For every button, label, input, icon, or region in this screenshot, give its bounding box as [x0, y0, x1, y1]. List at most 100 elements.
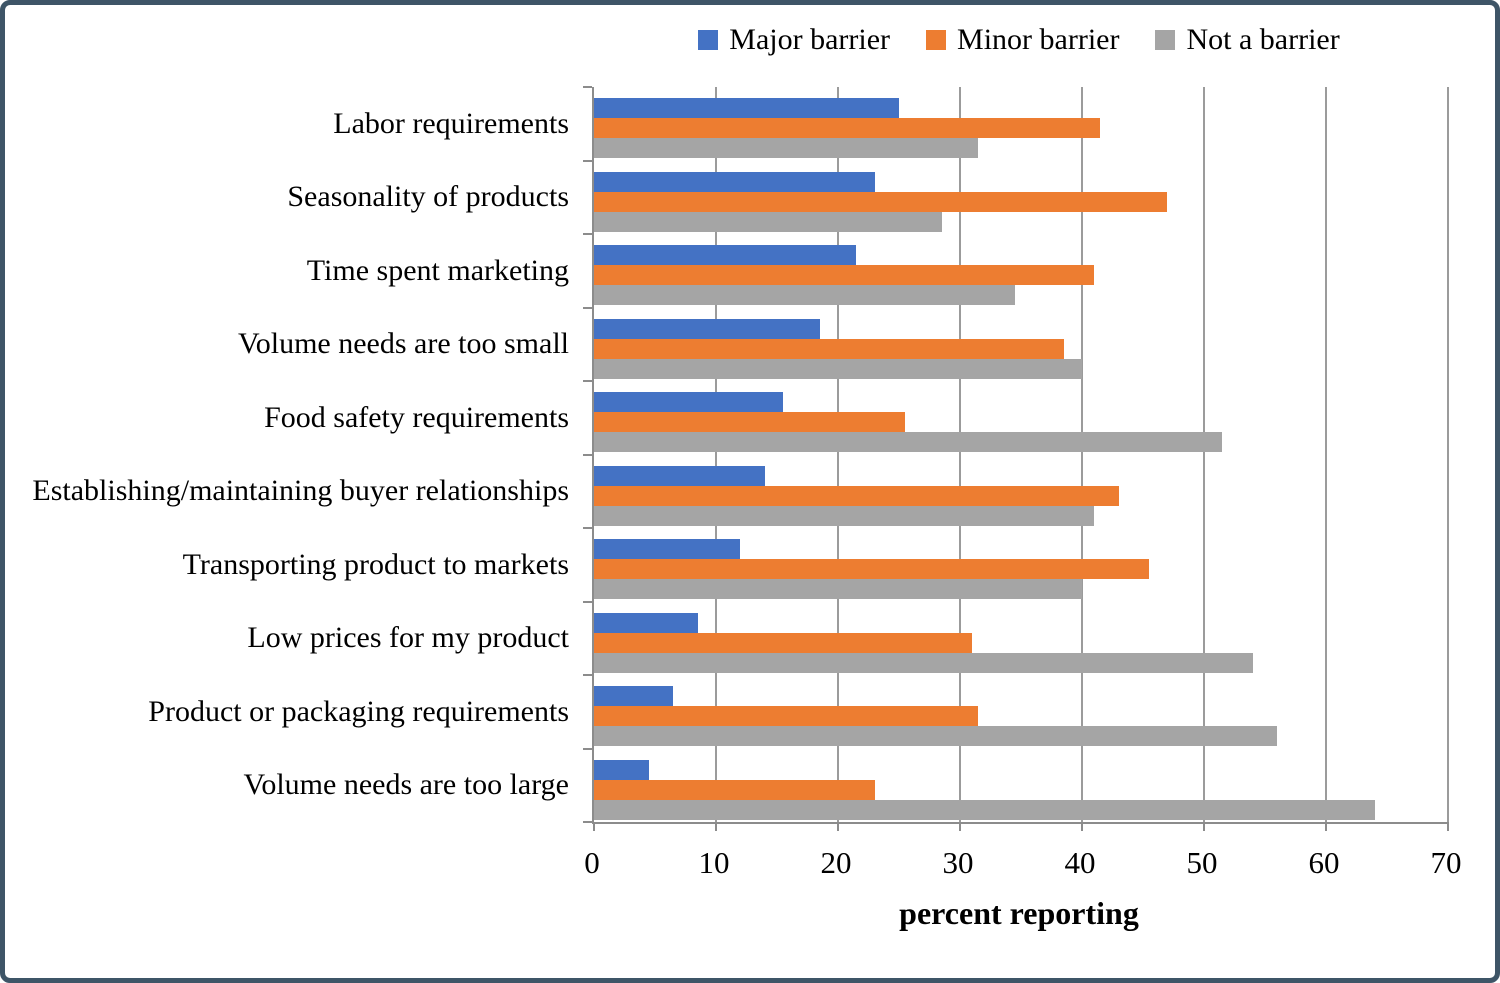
category-label: Time spent marketing: [306, 253, 569, 287]
legend-label: Not a barrier: [1186, 23, 1340, 56]
bar-major-barrier: [594, 98, 899, 118]
bar-major-barrier: [594, 171, 875, 192]
x-axis-tick-label: 50: [1186, 845, 1218, 880]
x-axis-tick-label: 40: [1064, 845, 1096, 880]
bar-rows: [594, 87, 1448, 822]
legend-item-major-barrier: Major barrier: [698, 23, 890, 57]
bar-minor-barrier: [594, 265, 1095, 285]
bar-not-a-barrier: [594, 505, 1095, 526]
legend: Major barrier Minor barrier Not a barrier: [592, 17, 1446, 63]
gridline: [1325, 87, 1327, 822]
y-axis-tick-mark: [583, 306, 592, 309]
bar-group: [594, 455, 1448, 529]
category-label: Volume needs are too large: [243, 768, 569, 802]
bar-not-a-barrier: [594, 285, 1015, 305]
gridline: [1447, 87, 1449, 822]
bar-major-barrier: [594, 612, 698, 633]
legend-swatch-icon: [926, 30, 947, 50]
bar-minor-barrier: [594, 779, 875, 800]
bar-group: [594, 528, 1448, 602]
category-label: Volume needs are too small: [237, 327, 569, 361]
bar-group: [594, 749, 1448, 823]
x-axis-tick-label: 60: [1308, 845, 1340, 880]
legend-label: Minor barrier: [957, 23, 1120, 56]
category-label: Establishing/maintaining buyer relations…: [32, 474, 569, 508]
y-axis-tick-mark: [583, 747, 592, 750]
x-axis-tick-label: 10: [698, 845, 730, 880]
bar-group: [594, 234, 1448, 308]
x-axis-tick-mark: [959, 822, 961, 831]
y-axis-tick-mark: [583, 527, 592, 529]
bar-group: [594, 675, 1448, 749]
y-axis-tick-mark: [583, 453, 592, 456]
bar-major-barrier: [594, 392, 784, 412]
bar-major-barrier: [594, 318, 820, 339]
y-axis-tick-mark: [583, 159, 592, 162]
y-axis-tick-mark: [583, 86, 592, 88]
x-axis-tick-mark: [1081, 822, 1083, 831]
y-axis-tick-mark: [583, 821, 592, 823]
bar-not-a-barrier: [594, 579, 1082, 599]
bar-not-a-barrier: [594, 138, 979, 158]
bar-group: [594, 308, 1448, 382]
legend-swatch-icon: [1155, 30, 1176, 50]
bar-not-a-barrier: [594, 211, 942, 232]
bar-not-a-barrier: [594, 726, 1278, 746]
bar-minor-barrier: [594, 485, 1119, 506]
x-axis-tick-label: 20: [820, 845, 852, 880]
bar-group: [594, 381, 1448, 455]
x-axis-tick-label: 30: [942, 845, 974, 880]
bar-minor-barrier: [594, 412, 906, 432]
gridline: [959, 87, 961, 822]
bar-group: [594, 87, 1448, 161]
category-label: Product or packaging requirements: [148, 694, 569, 728]
bar-group: [594, 161, 1448, 235]
bar-minor-barrier: [594, 559, 1150, 579]
bar-minor-barrier: [594, 191, 1168, 212]
legend-item-not-a-barrier: Not a barrier: [1155, 23, 1340, 57]
bar-major-barrier: [594, 245, 857, 265]
x-axis-tick-mark: [837, 822, 839, 831]
plot-area: [583, 86, 1449, 831]
bar-minor-barrier: [594, 338, 1064, 359]
bar-major-barrier: [594, 686, 674, 706]
bar-minor-barrier: [594, 632, 973, 653]
bar-not-a-barrier: [594, 358, 1082, 379]
x-axis-tick-labels: 0 10 20 30 40 50 60 70: [584, 845, 1461, 887]
category-label: Food safety requirements: [264, 400, 569, 434]
gridline: [1203, 87, 1205, 822]
gridline: [715, 87, 717, 822]
bar-major-barrier: [594, 465, 765, 486]
bar-not-a-barrier: [594, 652, 1253, 673]
y-axis-tick-mark: [583, 380, 592, 382]
x-axis-tick-mark: [715, 822, 717, 831]
gridline: [837, 87, 839, 822]
category-label: Seasonality of products: [287, 180, 569, 214]
bar-minor-barrier: [594, 118, 1101, 138]
y-axis-tick-mark: [583, 600, 592, 603]
category-label: Transporting product to markets: [182, 547, 569, 581]
bar-not-a-barrier: [594, 432, 1223, 452]
x-axis-title: percent reporting: [899, 895, 1139, 931]
bar-group: [594, 602, 1448, 676]
bar-not-a-barrier: [594, 799, 1375, 820]
category-label: Low prices for my product: [247, 621, 569, 655]
bar-major-barrier: [594, 759, 649, 780]
bar-major-barrier: [594, 539, 741, 559]
x-axis-tick-mark: [593, 822, 595, 831]
y-axis-tick-mark: [583, 233, 592, 235]
legend-item-minor-barrier: Minor barrier: [926, 23, 1119, 57]
bar-minor-barrier: [594, 706, 979, 726]
x-axis-tick-label: 70: [1430, 845, 1462, 880]
legend-swatch-icon: [698, 30, 719, 50]
y-axis-tick-mark: [583, 674, 592, 676]
category-label: Labor requirements: [333, 106, 569, 140]
x-axis-tick-mark: [1325, 822, 1327, 831]
legend-label: Major barrier: [729, 23, 891, 56]
category-labels: Labor requirements Seasonality of product…: [17, 87, 575, 822]
x-axis-tick-label: 0: [584, 845, 600, 880]
gridline: [1081, 87, 1083, 822]
x-axis-tick-mark: [1203, 822, 1205, 831]
x-axis-tick-mark: [1447, 822, 1449, 831]
